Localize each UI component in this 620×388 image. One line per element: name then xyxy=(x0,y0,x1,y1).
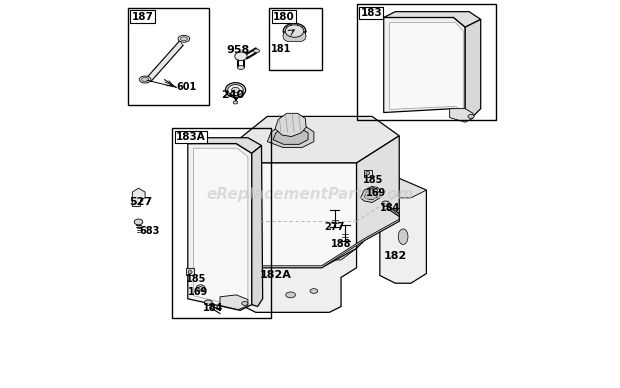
Polygon shape xyxy=(188,138,262,153)
Ellipse shape xyxy=(141,78,149,81)
Ellipse shape xyxy=(398,229,408,244)
Polygon shape xyxy=(273,128,308,144)
Text: 527: 527 xyxy=(130,197,153,207)
Ellipse shape xyxy=(228,85,243,95)
Polygon shape xyxy=(360,186,380,203)
Polygon shape xyxy=(384,17,465,116)
Text: 187: 187 xyxy=(131,12,153,22)
Polygon shape xyxy=(267,124,314,147)
Polygon shape xyxy=(229,128,260,268)
Text: 958: 958 xyxy=(226,45,250,55)
Ellipse shape xyxy=(371,187,379,193)
Bar xyxy=(269,8,322,70)
Text: 188: 188 xyxy=(331,239,352,249)
Text: 185: 185 xyxy=(363,175,383,185)
Text: 169: 169 xyxy=(366,188,386,198)
Text: 277: 277 xyxy=(325,222,345,232)
Text: 169: 169 xyxy=(188,287,208,297)
Ellipse shape xyxy=(382,201,389,206)
Polygon shape xyxy=(450,109,473,122)
Circle shape xyxy=(366,171,370,175)
Polygon shape xyxy=(188,144,252,310)
Text: 183: 183 xyxy=(360,8,382,18)
Text: 183A: 183A xyxy=(176,132,206,142)
Ellipse shape xyxy=(235,52,247,61)
Circle shape xyxy=(188,270,192,274)
Polygon shape xyxy=(220,295,248,310)
Polygon shape xyxy=(229,219,399,268)
Polygon shape xyxy=(356,136,399,248)
Polygon shape xyxy=(283,31,306,42)
Ellipse shape xyxy=(135,219,143,225)
Ellipse shape xyxy=(283,23,306,39)
Ellipse shape xyxy=(198,286,203,289)
Text: 240: 240 xyxy=(221,90,244,100)
Ellipse shape xyxy=(310,289,318,293)
Polygon shape xyxy=(252,146,263,307)
Polygon shape xyxy=(193,148,248,307)
Polygon shape xyxy=(132,188,145,206)
Polygon shape xyxy=(148,41,183,81)
Ellipse shape xyxy=(285,25,304,37)
Ellipse shape xyxy=(254,49,260,53)
Ellipse shape xyxy=(232,87,239,93)
Polygon shape xyxy=(275,113,306,137)
Ellipse shape xyxy=(197,285,205,291)
Ellipse shape xyxy=(205,300,212,305)
Polygon shape xyxy=(384,12,480,27)
Text: 683: 683 xyxy=(140,226,160,236)
Text: 185: 185 xyxy=(186,274,206,284)
Text: 182A: 182A xyxy=(260,270,291,281)
Ellipse shape xyxy=(373,189,378,192)
Polygon shape xyxy=(244,248,356,312)
Bar xyxy=(356,4,496,120)
Bar xyxy=(186,268,195,275)
Text: 184: 184 xyxy=(380,203,401,213)
Text: 182: 182 xyxy=(384,251,407,261)
Ellipse shape xyxy=(140,76,151,83)
Text: eReplacementParts.com: eReplacementParts.com xyxy=(206,187,414,201)
Text: 180: 180 xyxy=(273,12,295,22)
Polygon shape xyxy=(229,163,356,268)
Bar xyxy=(363,170,372,177)
Text: 184: 184 xyxy=(203,303,224,314)
Polygon shape xyxy=(389,23,463,111)
Polygon shape xyxy=(380,178,427,283)
Ellipse shape xyxy=(233,101,238,104)
Polygon shape xyxy=(229,116,399,163)
Bar xyxy=(128,8,209,105)
Text: 181: 181 xyxy=(271,43,291,54)
Ellipse shape xyxy=(242,301,248,305)
Ellipse shape xyxy=(286,292,296,298)
Ellipse shape xyxy=(468,114,474,118)
Bar xyxy=(172,128,271,318)
Polygon shape xyxy=(244,248,356,260)
Polygon shape xyxy=(380,178,427,198)
Ellipse shape xyxy=(180,37,187,41)
Text: 601: 601 xyxy=(176,82,197,92)
Polygon shape xyxy=(465,19,480,116)
Ellipse shape xyxy=(226,83,246,97)
Ellipse shape xyxy=(178,35,190,42)
Ellipse shape xyxy=(237,66,244,69)
Polygon shape xyxy=(365,189,377,200)
